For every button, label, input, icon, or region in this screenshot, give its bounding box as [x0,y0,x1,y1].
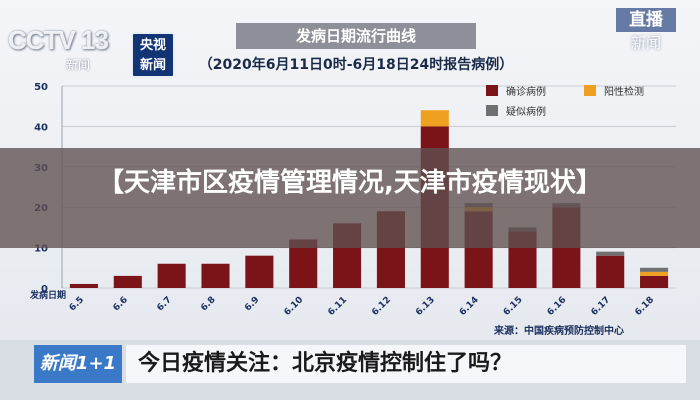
source-note: 来源：中国疾病预防控制中心 [494,326,624,337]
legend-item-positive: 阳性检测 [584,85,644,99]
x-tick-label: 6.13 [414,295,437,318]
news-ticker: 新闻1+1 今日疫情关注：北京疫情控制住了吗？ [0,340,700,400]
x-axis-title: 发病日期 [29,289,66,301]
x-tick-label: 6.14 [458,295,481,318]
program-logo: 新闻1+1 [34,345,122,383]
bar-6-8-series-0 [201,263,230,288]
y-tick-label: 40 [34,122,48,133]
x-tick-label: 6.6 [112,295,130,313]
x-tick-label: 6.11 [326,295,349,318]
legend-swatch-confirmed [486,85,498,96]
x-tick-label: 6.8 [199,295,217,313]
badge-line1: 央视 [139,38,166,53]
bar-6-18-series-2 [640,267,669,272]
bar-6-6-series-0 [113,275,142,288]
live-badge-bottom: 新闻 [630,34,661,52]
bar-6-7-series-0 [157,263,186,288]
y-tick-label: 50 [34,82,48,93]
headline-text: 【天津市区疫情管理情况,天津市疫情现状】 [98,168,602,198]
x-tick-label: 6.15 [502,295,525,318]
channel-logo: CCTV 13 新闻 [8,25,128,72]
bar-6-13-series-1 [420,110,449,127]
chart-title: 发病日期流行曲线 [236,23,476,49]
x-tick-label: 6.10 [283,295,306,318]
bar-6-18-series-0 [640,275,669,288]
live-badge: 直播 新闻 [616,8,676,56]
legend-item-suspected: 疑似病例 [486,105,546,119]
bar-6-17-series-2 [596,251,625,256]
legend-swatch-suspected [486,105,498,116]
legend-item-confirmed: 确诊病例 [486,85,546,99]
chart-period: （2020年6月11日0时-6月18日24时报告病例） [198,57,514,73]
ticker-headline: 今日疫情关注：北京疫情控制住了吗？ [126,345,686,383]
y-tick-label: 10 [34,244,48,255]
x-tick-label: 6.9 [243,295,261,313]
channel-sub-text: 新闻 [66,58,91,72]
badge-line2: 新闻 [139,58,166,73]
headline-banner: 【天津市区疫情管理情况,天津市疫情现状】 [0,148,700,248]
x-tick-labels: 6.5 6.6 6.7 6.8 6.9 6.10 6.11 6.12 6.13 6.14 6.15 6… [68,295,656,318]
bar-6-9-series-0 [245,255,274,288]
bar-6-18-series-1 [640,271,669,276]
x-tick-label: 6.17 [590,295,613,318]
x-tick-label: 6.16 [546,295,569,318]
legend-swatch-positive [584,85,596,96]
bar-6-5-series-0 [69,283,98,288]
x-tick-label: 6.5 [68,295,86,313]
x-tick-label: 6.12 [370,295,393,318]
y-tick-label: 0 [41,284,48,295]
x-tick-label: 6.18 [633,295,656,318]
news-badge: 央视 新闻 [131,32,175,78]
bar-6-17-series-0 [596,255,625,288]
channel-logo-text: CCTV 13 [8,25,109,55]
x-tick-label: 6.7 [155,295,173,313]
legend-label-suspected: 疑似病例 [506,107,546,118]
live-badge-top: 直播 [616,8,676,32]
legend-label-confirmed: 确诊病例 [506,87,546,98]
legend-label-positive: 阳性检测 [604,87,644,98]
